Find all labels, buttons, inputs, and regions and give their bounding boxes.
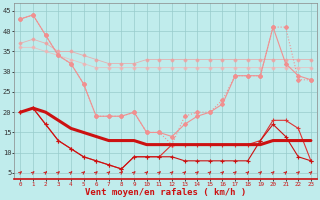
X-axis label: Vent moyen/en rafales ( km/h ): Vent moyen/en rafales ( km/h ) [85,188,246,197]
